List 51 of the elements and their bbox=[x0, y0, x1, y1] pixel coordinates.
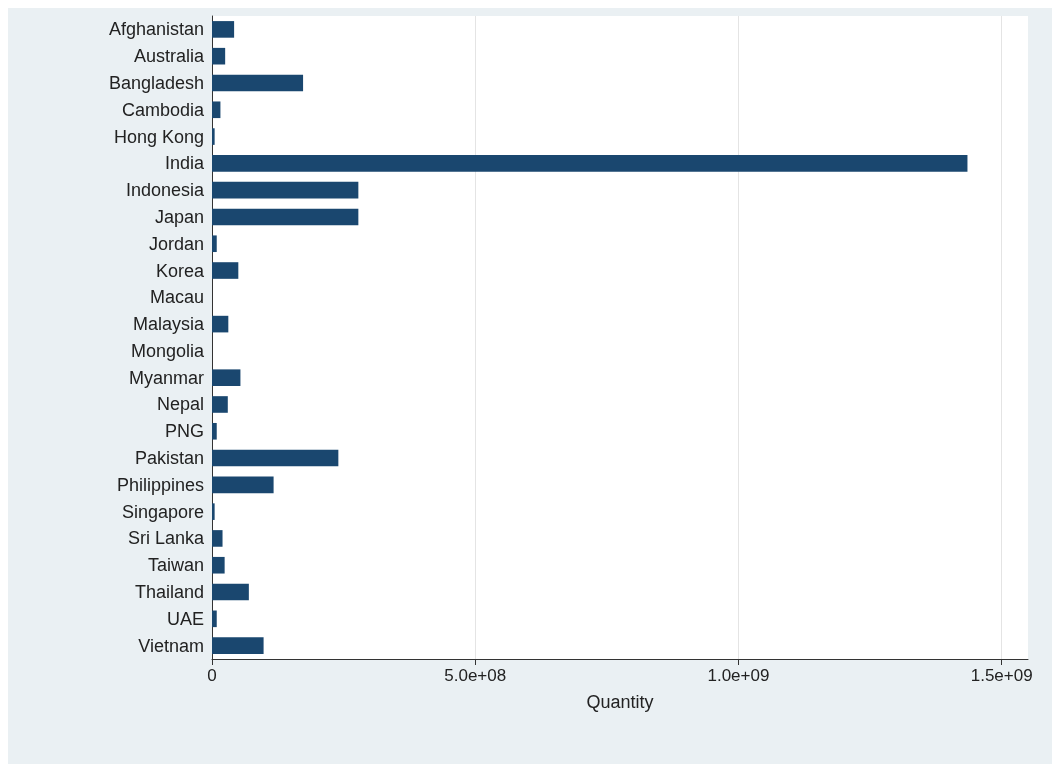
y-tick-label: Mongolia bbox=[130, 340, 205, 361]
y-tick-label: India bbox=[164, 153, 205, 174]
bar bbox=[212, 369, 241, 386]
bar bbox=[212, 449, 339, 467]
y-tick-label: Philippines bbox=[116, 474, 204, 495]
bar bbox=[212, 181, 359, 199]
bar bbox=[212, 155, 968, 172]
y-tick-label: Pakistan bbox=[134, 448, 204, 469]
y-tick-label: Indonesia bbox=[125, 180, 205, 201]
x-tick-label: 1.0e+09 bbox=[707, 666, 770, 685]
y-tick-label: Afghanistan bbox=[108, 19, 204, 40]
bar bbox=[212, 637, 264, 654]
y-tick-label: UAE bbox=[166, 608, 204, 629]
y-tick-label: PNG bbox=[164, 421, 204, 442]
bar bbox=[212, 208, 359, 226]
bar bbox=[212, 21, 235, 38]
y-tick-label: Nepal bbox=[156, 394, 204, 415]
bar bbox=[212, 530, 223, 547]
bar bbox=[212, 128, 215, 145]
bar bbox=[212, 74, 304, 92]
x-axis-title: Quantity bbox=[586, 692, 654, 712]
y-tick-label: Thailand bbox=[134, 582, 204, 603]
y-tick-label: Vietnam bbox=[138, 635, 204, 656]
bar bbox=[212, 47, 226, 65]
y-tick-label: Singapore bbox=[121, 501, 204, 522]
y-tick-label: Japan bbox=[154, 206, 204, 227]
bar bbox=[212, 476, 274, 494]
y-tick-label: Malaysia bbox=[132, 314, 205, 335]
x-tick-label: 5.0e+08 bbox=[444, 666, 507, 685]
y-tick-label: Australia bbox=[133, 46, 205, 67]
bar bbox=[212, 583, 249, 601]
bar bbox=[212, 315, 229, 333]
y-tick-label: Korea bbox=[155, 260, 205, 281]
bar bbox=[212, 235, 217, 253]
bar bbox=[212, 422, 217, 440]
y-tick-label: Macau bbox=[149, 287, 204, 308]
bar bbox=[212, 556, 225, 574]
bar bbox=[212, 503, 215, 520]
y-tick-label: Bangladesh bbox=[108, 72, 204, 93]
y-tick-label: Hong Kong bbox=[113, 126, 204, 147]
bar bbox=[212, 396, 228, 413]
y-tick-label: Myanmar bbox=[128, 367, 204, 388]
bar bbox=[212, 101, 221, 119]
bar bbox=[212, 610, 217, 628]
y-tick-label: Sri Lanka bbox=[127, 528, 205, 549]
bar bbox=[212, 262, 239, 279]
x-tick-label: 1.5e+09 bbox=[970, 666, 1033, 685]
y-tick-label: Taiwan bbox=[147, 555, 204, 576]
x-tick-label: 0 bbox=[207, 666, 217, 685]
y-tick-label: Jordan bbox=[148, 233, 204, 254]
y-tick-label: Cambodia bbox=[121, 99, 205, 120]
